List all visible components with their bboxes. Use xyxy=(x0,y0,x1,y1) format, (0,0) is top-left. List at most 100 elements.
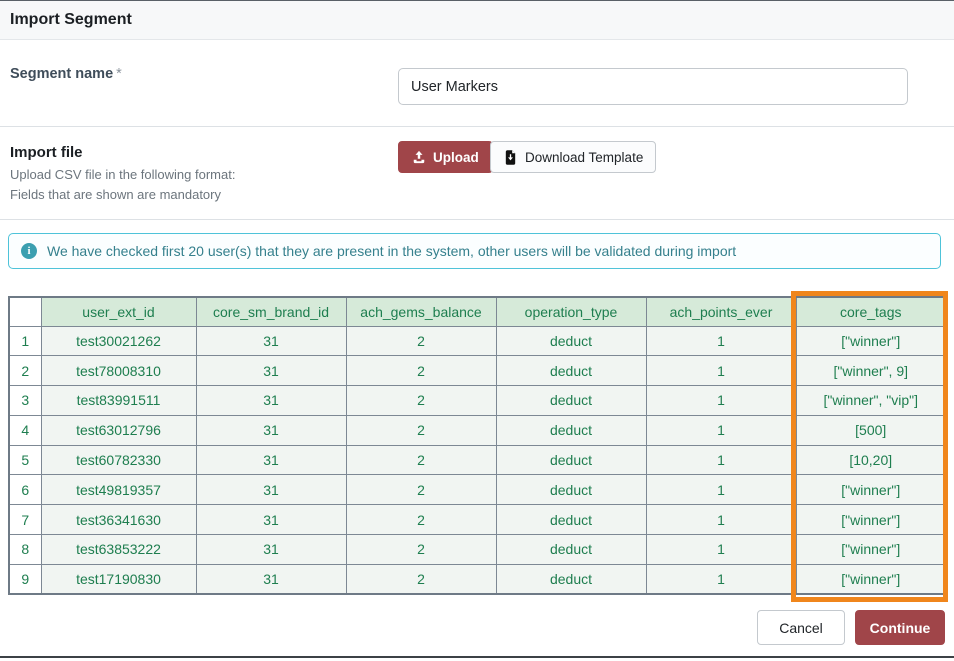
table-cell: test60782330 xyxy=(40,444,197,476)
row-number-cell: 6 xyxy=(8,474,42,506)
table-cell: 2 xyxy=(345,355,497,387)
column-header-core-tags: core_tags xyxy=(795,296,945,327)
table-cell: 2 xyxy=(345,325,497,357)
table-cell: ["winner"] xyxy=(795,474,945,506)
table-cell: deduct xyxy=(495,504,647,536)
column-header-core-sm-brand-id: core_sm_brand_id xyxy=(195,296,347,327)
table-cell: 1 xyxy=(645,504,797,536)
info-alert: i We have checked first 20 user(s) that … xyxy=(8,233,941,269)
table-cell: test17190830 xyxy=(40,563,197,595)
table-cell: 2 xyxy=(345,385,497,416)
table-cell: 1 xyxy=(645,534,797,565)
info-icon: i xyxy=(21,243,37,259)
table-cell: 2 xyxy=(345,504,497,536)
upload-button[interactable]: Upload xyxy=(398,141,493,173)
table-cell: 2 xyxy=(345,414,497,446)
table-row: 5 test60782330 31 2 deduct 1 [10,20] xyxy=(8,444,945,476)
table-body: 1 test30021262 31 2 deduct 1 ["winner"] 2 test78… xyxy=(8,325,945,595)
table-cell: deduct xyxy=(495,414,647,446)
row-number-cell: 7 xyxy=(8,504,42,536)
section-divider xyxy=(0,219,954,220)
table-cell: 1 xyxy=(645,563,797,595)
table-cell: deduct xyxy=(495,534,647,565)
import-file-hint-1: Upload CSV file in the following format: xyxy=(10,167,236,182)
table-cell: ["winner"] xyxy=(795,504,945,536)
table-cell: test63012796 xyxy=(40,414,197,446)
table-cell: test49819357 xyxy=(40,474,197,506)
table-cell: test78008310 xyxy=(40,355,197,387)
table-cell: 31 xyxy=(195,444,347,476)
table-cell: ["winner", 9] xyxy=(795,355,945,387)
column-header-operation-type: operation_type xyxy=(495,296,647,327)
table-cell: 2 xyxy=(345,563,497,595)
continue-button[interactable]: Continue xyxy=(855,610,945,645)
table-cell: [10,20] xyxy=(795,444,945,476)
table-cell: deduct xyxy=(495,563,647,595)
table-cell: test83991511 xyxy=(40,385,197,416)
table-cell: deduct xyxy=(495,325,647,357)
table-cell: 2 xyxy=(345,474,497,506)
table-cell: 31 xyxy=(195,355,347,387)
import-file-label: Import file xyxy=(10,144,83,161)
table-cell: ["winner"] xyxy=(795,325,945,357)
table-cell: 1 xyxy=(645,474,797,506)
column-header-user-ext-id: user_ext_id xyxy=(40,296,197,327)
column-header-ach-gems-balance: ach_gems_balance xyxy=(345,296,497,327)
table-row: 6 test49819357 31 2 deduct 1 ["winner"] xyxy=(8,474,945,506)
segment-name-input[interactable] xyxy=(398,68,908,105)
row-number-cell: 1 xyxy=(8,325,42,357)
table-cell: 31 xyxy=(195,414,347,446)
table-cell: 31 xyxy=(195,385,347,416)
table-cell: 2 xyxy=(345,444,497,476)
table-cell: 31 xyxy=(195,474,347,506)
info-alert-text: We have checked first 20 user(s) that th… xyxy=(47,243,737,259)
table-cell: test36341630 xyxy=(40,504,197,536)
required-asterisk: * xyxy=(116,66,122,82)
table-header-row: user_ext_id core_sm_brand_id ach_gems_ba… xyxy=(8,296,945,327)
table-cell: 31 xyxy=(195,563,347,595)
modal-header: Import Segment xyxy=(0,1,954,40)
table-row: 3 test83991511 31 2 deduct 1 ["winner", "vip"] xyxy=(8,385,945,416)
table-cell: ["winner", "vip"] xyxy=(795,385,945,416)
download-file-icon xyxy=(503,149,518,165)
csv-preview-table: user_ext_id core_sm_brand_id ach_gems_ba… xyxy=(8,296,945,596)
modal-bottom-border xyxy=(0,656,954,658)
table-cell: deduct xyxy=(495,444,647,476)
upload-icon xyxy=(412,150,426,164)
row-number-cell: 9 xyxy=(8,563,42,595)
row-number-cell: 8 xyxy=(8,534,42,565)
table-row: 8 test63853222 31 2 deduct 1 ["winner"] xyxy=(8,534,945,565)
table-cell: 1 xyxy=(645,325,797,357)
table-cell: 1 xyxy=(645,414,797,446)
page-title: Import Segment xyxy=(10,11,132,28)
column-header-rownum xyxy=(8,296,42,327)
modal-top-border xyxy=(0,0,954,1)
table-cell: deduct xyxy=(495,385,647,416)
table-cell: 31 xyxy=(195,325,347,357)
column-header-ach-points-ever: ach_points_ever xyxy=(645,296,797,327)
table-row: 1 test30021262 31 2 deduct 1 ["winner"] xyxy=(8,325,945,357)
table-row: 7 test36341630 31 2 deduct 1 ["winner"] xyxy=(8,504,945,536)
row-number-cell: 5 xyxy=(8,444,42,476)
table-cell: test30021262 xyxy=(40,325,197,357)
table-cell: 1 xyxy=(645,355,797,387)
table-cell: 31 xyxy=(195,534,347,565)
cancel-button[interactable]: Cancel xyxy=(757,610,845,645)
table-cell: 2 xyxy=(345,534,497,565)
table-cell: test63853222 xyxy=(40,534,197,565)
row-number-cell: 4 xyxy=(8,414,42,446)
row-number-cell: 3 xyxy=(8,385,42,416)
download-template-button[interactable]: Download Template xyxy=(490,141,657,173)
segment-name-label: Segment name * xyxy=(10,66,122,82)
section-divider xyxy=(0,126,954,127)
table-cell: 1 xyxy=(645,444,797,476)
row-number-cell: 2 xyxy=(8,355,42,387)
table-cell: deduct xyxy=(495,474,647,506)
table-cell: ["winner"] xyxy=(795,534,945,565)
import-file-hint-2: Fields that are shown are mandatory xyxy=(10,187,221,202)
table-row: 9 test17190830 31 2 deduct 1 ["winner"] xyxy=(8,563,945,595)
table-cell: ["winner"] xyxy=(795,563,945,595)
preview-table-container[interactable]: user_ext_id core_sm_brand_id ach_gems_ba… xyxy=(8,296,945,600)
table-row: 2 test78008310 31 2 deduct 1 ["winner", 9] xyxy=(8,355,945,387)
